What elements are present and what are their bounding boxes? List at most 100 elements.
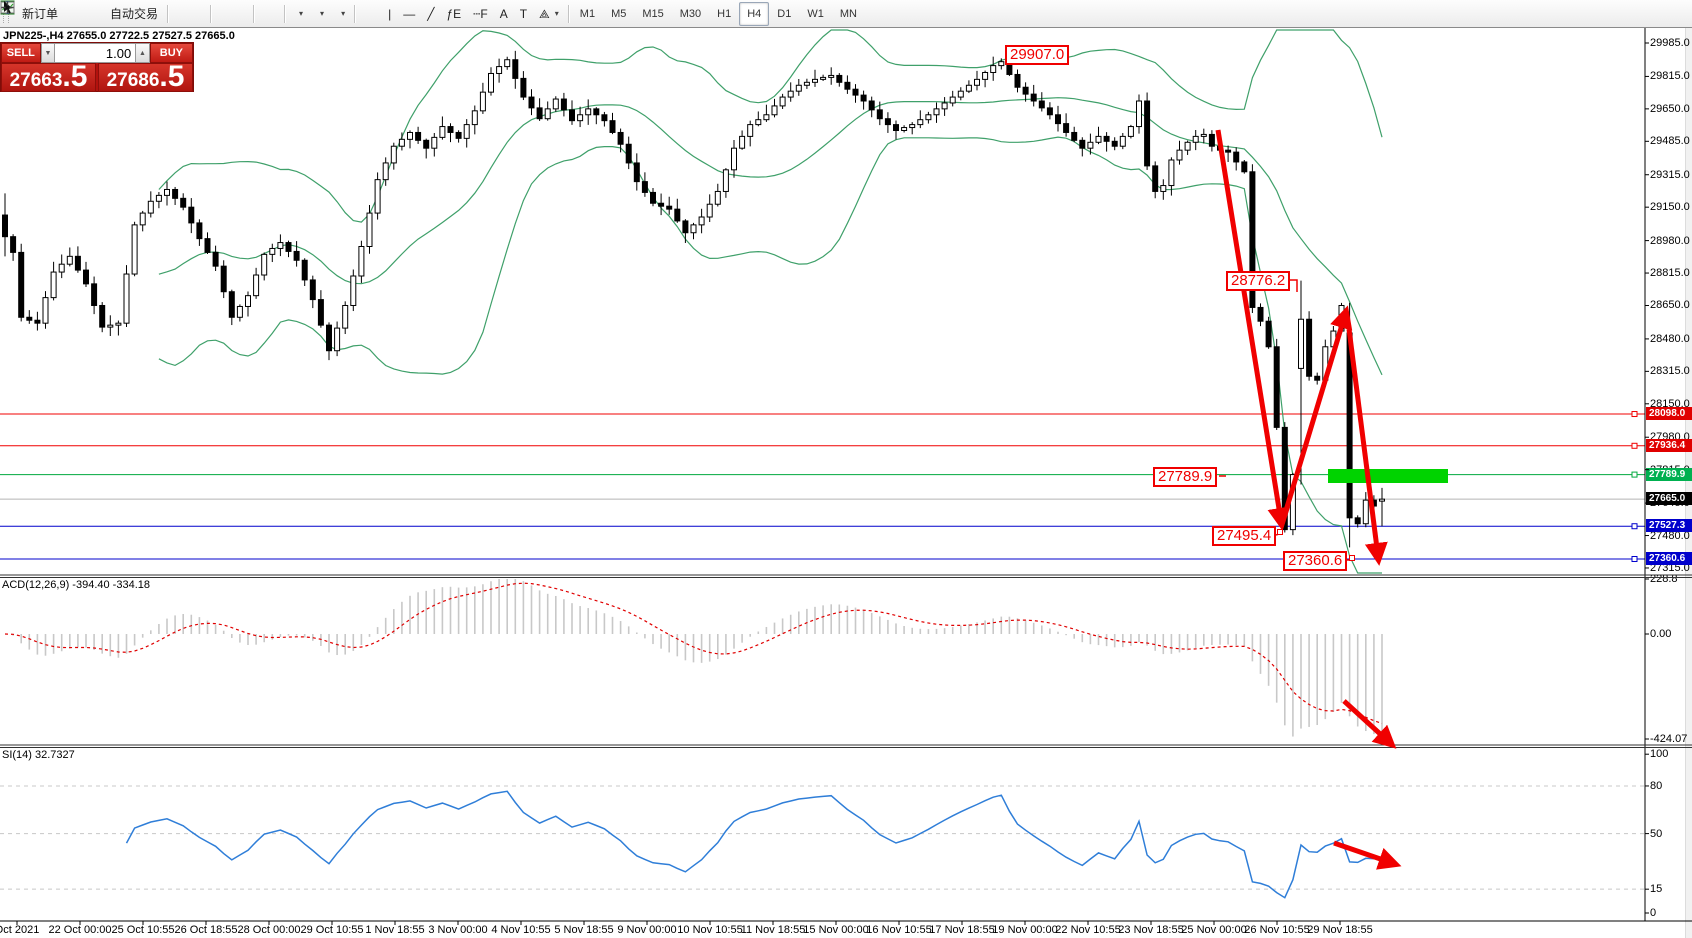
annotation-price-label: 28776.2 [1226, 271, 1291, 291]
autotrading-button-label: 自动交易 [110, 7, 159, 21]
date-label: 26 Oct 18:55 [174, 924, 238, 936]
timeframe-button-W1[interactable]: W1 [807, 7, 824, 20]
date-label: Oct 2021 [0, 924, 40, 936]
charts-button[interactable] [0, 0, 76, 27]
annotation-price-label: 27360.6 [1283, 551, 1348, 571]
rsi-tick-label: 100 [1650, 748, 1669, 761]
date-label: 15 Nov 00:00 [803, 924, 869, 936]
price-badge: 27936.4 [1646, 438, 1692, 452]
date-label: 10 Nov 10:55 [677, 924, 743, 936]
date-label: 11 Nov 18:55 [740, 924, 806, 936]
new-order-button[interactable]: 新订单 [0, 0, 64, 27]
zoom-in-button[interactable] [1, 1, 226, 27]
chart-type-candle-button[interactable] [1, 1, 195, 27]
macd-tick-label: 228.8 [1650, 573, 1678, 585]
horizontal-line-tool[interactable]: — [397, 1, 421, 27]
chart-type-line-button[interactable] [1, 1, 207, 27]
zoom-out-button[interactable] [1, 1, 238, 27]
timeframe-button-H1[interactable]: H1 [717, 7, 732, 20]
date-label: 29 Oct 10:55 [300, 924, 364, 936]
timeframe-button-M5[interactable]: M5 [611, 7, 627, 20]
fibo-channel-tool[interactable]: ┄F [467, 1, 494, 27]
chart-plot[interactable] [0, 28, 1645, 921]
annotation-price-label: 29907.0 [1005, 45, 1070, 65]
sell-price-pips: .5 [62, 60, 88, 93]
text-tool-glyph: A [499, 6, 508, 21]
volume-increase-button[interactable]: ▲ [135, 43, 150, 63]
date-label: 26 Nov 10:55 [1244, 924, 1310, 936]
buy-price[interactable]: 27686.5 [98, 60, 193, 93]
profiles-button[interactable] [0, 1, 88, 27]
indicators-button[interactable]: ▾ [2, 1, 309, 27]
date-label: 22 Oct 00:00 [48, 924, 112, 936]
trendline-tool[interactable]: ╱ [421, 1, 440, 27]
timeframe-button-M1[interactable]: M1 [579, 7, 596, 20]
rsi-tick-label: 15 [1650, 883, 1663, 896]
date-label: 1 Nov 18:55 [365, 924, 425, 936]
price-badge: 27665.0 [1646, 492, 1692, 506]
timeframe-button-M30[interactable]: M30 [679, 7, 702, 20]
rsi-tick-label: 0 [1650, 907, 1657, 919]
macd-tick-label: -424.07 [1650, 732, 1688, 745]
date-label: 4 Nov 10:55 [491, 924, 551, 936]
toolbar-separator [167, 4, 169, 23]
autotrading-button[interactable]: 自动交易 [1, 1, 164, 27]
text-tool[interactable]: A [494, 1, 514, 27]
chevron-down-icon: ▾ [341, 9, 346, 18]
sell-price-main: 27663 [9, 70, 63, 91]
templates-button[interactable]: ▾ [0, 1, 351, 27]
scrollbar[interactable] [1685, 28, 1692, 938]
timeframe-button-M15[interactable]: M15 [642, 7, 664, 20]
date-label: 5 Nov 18:55 [554, 924, 614, 936]
price-tick-label: 29985.0 [1650, 37, 1690, 49]
price-badge: 27527.3 [1646, 519, 1692, 533]
tile-windows-button[interactable] [0, 0, 250, 27]
timeframe-button-H4[interactable]: H4 [739, 1, 770, 26]
price-tick-label: 27480.0 [1650, 529, 1690, 542]
fibonacci-tool-glyph: ƒE [446, 6, 462, 21]
date-label: 9 Nov 00:00 [617, 924, 677, 936]
price-badge: 28098.0 [1646, 407, 1692, 421]
buy-price-pips: .5 [159, 60, 185, 93]
label-tool[interactable]: T [514, 1, 533, 27]
chevron-down-icon: ▾ [299, 9, 304, 18]
macd-tick-label: 0.00 [1650, 628, 1672, 640]
horizontal-line-tool-glyph: — [403, 6, 416, 21]
chart-type-bar-button[interactable] [1, 1, 183, 27]
date-label: 25 Oct 10:55 [111, 924, 175, 936]
date-label: 3 Nov 00:00 [428, 924, 488, 936]
vertical-line-tool[interactable]: | [382, 1, 397, 27]
chart-shift-button[interactable] [2, 1, 281, 27]
toolbar-separator [253, 4, 255, 23]
alerts-button[interactable] [1, 1, 100, 27]
price-tick-label: 28650.0 [1650, 299, 1690, 312]
price-badge: 27360.6 [1646, 552, 1692, 565]
new-order-button-label: 新订单 [22, 7, 59, 21]
date-label: 22 Nov 10:55 [1055, 924, 1121, 936]
toolbar-separator [284, 4, 286, 23]
timeframe-button-MN[interactable]: MN [839, 7, 857, 20]
price-tick-label: 29650.0 [1650, 102, 1690, 115]
timeframe-button-D1[interactable]: D1 [777, 7, 792, 20]
volume-decrease-button[interactable]: ▼ [40, 43, 56, 63]
shapes-tool[interactable]: ⟁ ▾ [533, 1, 565, 27]
annotation-price-label: 27495.4 [1212, 526, 1277, 546]
fibonacci-tool[interactable]: ƒE [440, 1, 467, 27]
crosshair-tool-button[interactable] [1, 1, 382, 27]
sell-price[interactable]: 27663.5 [1, 60, 96, 93]
price-tick-label: 29815.0 [1650, 70, 1690, 83]
one-click-trade-panel: SELL ▼ ▲ BUY 27663.5 27686.5 [0, 42, 194, 92]
periods-button[interactable]: ▾ [1, 1, 330, 27]
shapes-tool-glyph: ⟁ [539, 6, 550, 21]
price-tick-label: 28980.0 [1650, 234, 1690, 247]
buy-price-main: 27686 [106, 70, 160, 91]
price-tick-label: 29485.0 [1650, 135, 1690, 148]
price-tick-label: 29315.0 [1650, 168, 1690, 181]
autoscroll-button[interactable] [2, 1, 269, 27]
cursor-tool-button[interactable] [4, 1, 370, 27]
sell-button[interactable]: SELL [1, 43, 41, 63]
rsi-tick-label: 80 [1650, 779, 1663, 792]
date-label: 16 Nov 10:55 [866, 924, 932, 936]
date-label: 28 Oct 00:00 [237, 924, 301, 936]
volume-input[interactable] [55, 43, 136, 63]
